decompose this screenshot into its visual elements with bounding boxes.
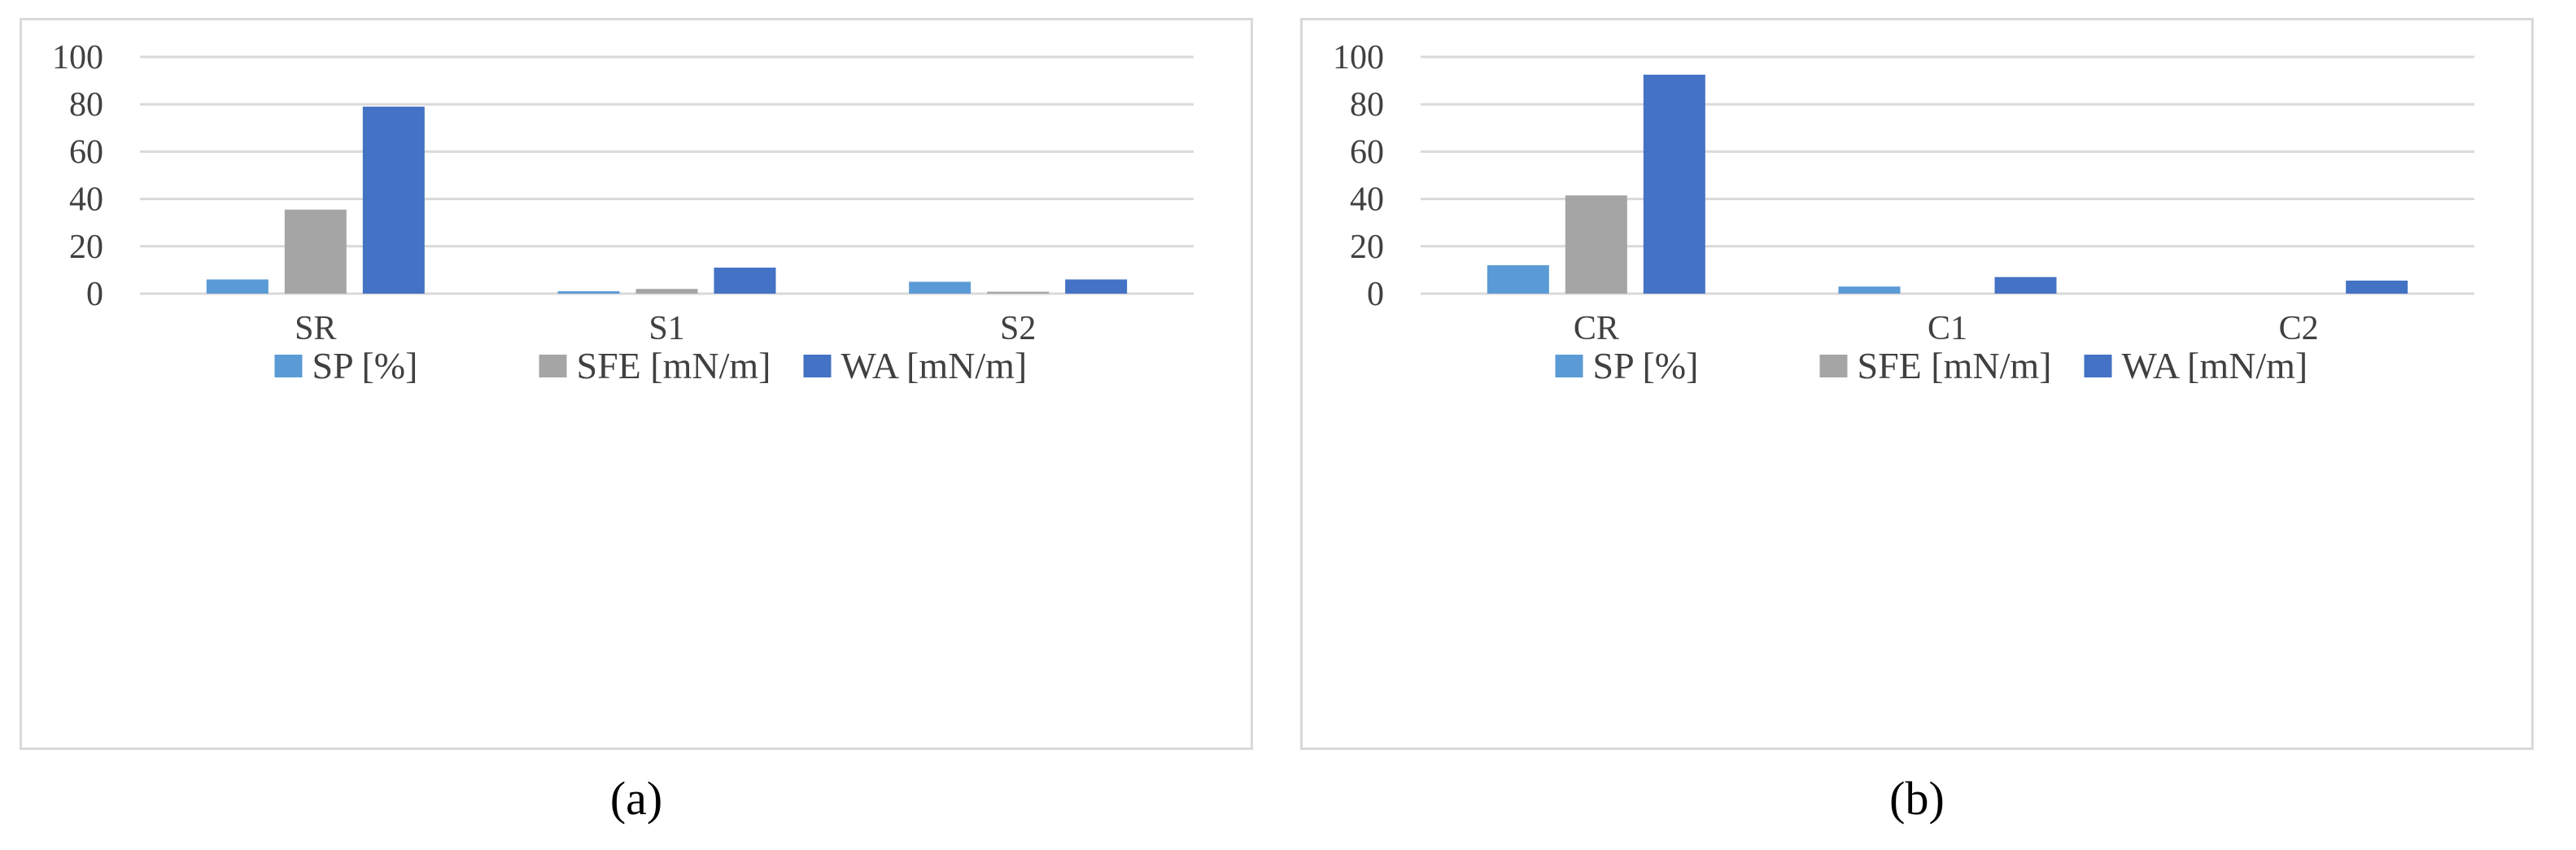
legend-label: SFE [mN/m]: [1858, 345, 2052, 386]
legend-label: SFE [mN/m]: [577, 345, 771, 386]
bar: [362, 107, 425, 294]
y-tick-label: 40: [1350, 181, 1384, 219]
legend-label: SP [%]: [312, 345, 418, 386]
bar: [284, 209, 347, 294]
y-tick-label: 80: [1350, 86, 1384, 124]
bar: [1994, 277, 2057, 294]
x-category-label: C1: [1928, 310, 1967, 347]
legend-swatch: [274, 355, 303, 377]
y-tick-label: 60: [1350, 133, 1384, 171]
x-category-label: CR: [1574, 310, 1619, 347]
y-tick-label: 0: [86, 276, 103, 313]
legend-label: WA [mN/m]: [841, 345, 1028, 386]
y-tick-label: 40: [69, 181, 103, 219]
chart-b-svg: 0 20 40 60 80 100 CR C1 C2 SP [%] SFE [mN/m] WA [mN…: [1333, 39, 2474, 386]
legend-label: SP [%]: [1593, 345, 1699, 386]
bar: [206, 279, 269, 294]
bar: [909, 281, 971, 294]
legend-swatch: [1555, 355, 1583, 377]
y-tick-label: 100: [52, 39, 103, 76]
bar: [1487, 265, 1549, 294]
bar: [2346, 280, 2408, 294]
panel-caption-b: (b): [1889, 772, 1945, 825]
x-category-label: S2: [1000, 310, 1036, 347]
bar: [557, 291, 620, 294]
x-category-label: C2: [2279, 310, 2319, 347]
legend-swatch: [2084, 355, 2112, 377]
legend-label: WA [mN/m]: [2122, 345, 2308, 386]
bar: [1565, 195, 1627, 294]
y-tick-label: 20: [69, 229, 103, 266]
chart-panel-a: 0 20 40 60 80 100 SR S1 S2 SP [%] SFE [mN/m] WA [mN…: [20, 18, 1253, 750]
y-tick-label: 20: [1350, 229, 1384, 266]
legend-swatch: [539, 355, 567, 377]
bar: [714, 267, 776, 294]
y-tick-label: 0: [1367, 276, 1384, 313]
x-category-label: S1: [648, 310, 684, 347]
legend-swatch: [803, 355, 832, 377]
bar: [1643, 74, 1705, 294]
bar: [987, 291, 1050, 294]
y-tick-label: 60: [69, 133, 103, 171]
bar: [635, 289, 698, 294]
chart-a-svg: 0 20 40 60 80 100 SR S1 S2 SP [%] SFE [mN/m] WA [mN…: [52, 39, 1194, 386]
bar: [1838, 286, 1901, 294]
bar: [1065, 279, 1128, 294]
x-category-label: SR: [295, 310, 336, 347]
chart-panel-b: 0 20 40 60 80 100 CR C1 C2 SP [%] SFE [mN/m] WA [mN…: [1300, 18, 2534, 750]
y-tick-label: 100: [1333, 39, 1384, 76]
legend-swatch: [1819, 355, 1848, 377]
panel-caption-a: (a): [609, 772, 663, 825]
y-tick-label: 80: [69, 86, 103, 124]
